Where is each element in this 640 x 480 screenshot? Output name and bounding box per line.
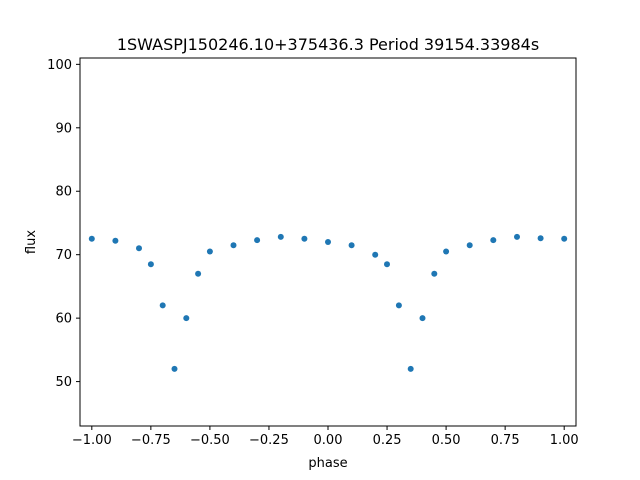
- data-point: [419, 315, 426, 322]
- x-tick-label: −0.50: [190, 433, 230, 448]
- x-axis-ticks: −1.00 −0.75 −0.50 −0.25 0.00 0.25 0.50 0.75 1.00: [72, 426, 579, 448]
- data-point: [171, 365, 178, 372]
- data-point: [112, 237, 119, 244]
- y-tick-label: 50: [55, 375, 72, 390]
- data-point: [407, 365, 414, 372]
- data-point: [325, 239, 331, 245]
- y-tick-label: 100: [47, 58, 72, 73]
- data-point: [147, 261, 154, 268]
- data-point: [206, 248, 213, 255]
- x-tick-label: 0.75: [491, 433, 520, 448]
- y-tick-label: 70: [55, 248, 72, 263]
- y-axis-label: flux: [24, 230, 39, 254]
- data-point: [431, 270, 438, 277]
- x-tick-label: 0.50: [432, 433, 461, 448]
- data-point: [490, 237, 497, 244]
- x-tick-label: −0.25: [249, 433, 289, 448]
- data-point: [466, 242, 473, 249]
- data-point: [443, 248, 450, 255]
- data-point: [384, 261, 390, 268]
- x-tick-label: 1.00: [550, 433, 579, 448]
- data-point: [195, 270, 202, 277]
- data-point: [159, 302, 166, 309]
- y-tick-label: 60: [55, 312, 72, 327]
- x-tick-label: 0.00: [314, 433, 343, 448]
- data-point: [277, 233, 284, 240]
- x-axis-label: phase: [308, 456, 347, 471]
- data-point: [514, 233, 520, 240]
- data-point: [537, 235, 544, 242]
- data-point: [136, 245, 142, 252]
- x-tick-label: −1.00: [72, 433, 112, 448]
- data-point: [254, 237, 261, 244]
- data-point: [88, 235, 95, 242]
- data-point: [183, 315, 190, 322]
- scatter-points: [88, 233, 568, 372]
- data-point: [301, 235, 308, 242]
- data-point: [348, 242, 355, 249]
- data-point: [230, 242, 237, 249]
- x-tick-label: 0.25: [373, 433, 402, 448]
- data-point: [395, 302, 402, 309]
- data-point: [561, 235, 568, 242]
- chart-title: 1SWASPJ150246.10+375436.3 Period 39154.3…: [117, 35, 539, 54]
- data-point: [372, 251, 379, 258]
- x-tick-label: −0.75: [131, 433, 171, 448]
- y-tick-label: 90: [55, 121, 72, 136]
- y-axis-ticks: 50 60 70 80 90 100: [47, 58, 80, 390]
- y-tick-label: 80: [55, 185, 72, 200]
